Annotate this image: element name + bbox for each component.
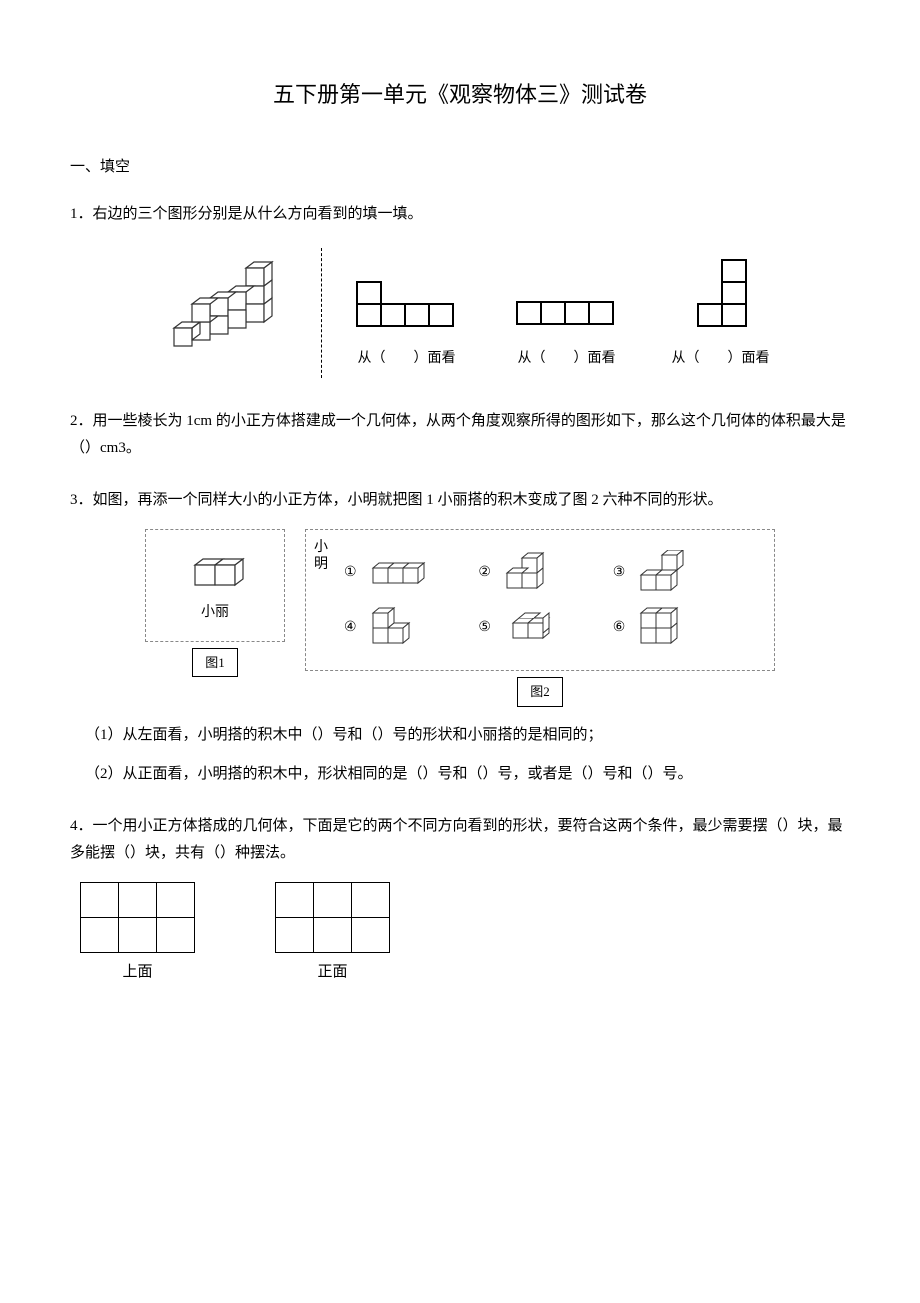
q1-view2-svg	[512, 296, 622, 331]
q4-text: 4．一个用小正方体搭成的几何体，下面是它的两个不同方向看到的形状，要符合这两个条…	[70, 813, 850, 867]
shape-3	[631, 550, 701, 595]
name-xiaoming: 小 明	[314, 540, 328, 574]
q2-text: 2．用一些棱长为 1cm 的小正方体搭建成一个几何体，从两个角度观察所得的图形如…	[70, 408, 850, 462]
name-xiaoli: 小丽	[201, 600, 229, 625]
page-title: 五下册第一单元《观察物体三》测试卷	[70, 75, 850, 115]
shape-1	[363, 553, 443, 593]
num-4: ④	[344, 615, 357, 640]
question-3: 3．如图，再添一个同样大小的小正方体，小明就把图 1 小丽搭的积木变成了图 2 …	[70, 487, 850, 787]
q4-top-view: 上面	[80, 882, 195, 986]
q1-3d-shape	[151, 258, 291, 368]
q1-caption-2: 从（ ）面看	[518, 346, 616, 371]
shape-5	[497, 605, 567, 650]
q1-caption-1: 从（ ）面看	[358, 346, 456, 371]
q4-top-grid	[80, 882, 195, 953]
q4-front-view: 正面	[275, 882, 390, 986]
num-3: ③	[613, 560, 626, 585]
question-1: 1．右边的三个图形分别是从什么方向看到的填一填。	[70, 201, 850, 378]
q3-xiaoli-shape	[175, 545, 255, 600]
q4-cap-front: 正面	[317, 959, 347, 986]
question-2: 2．用一些棱长为 1cm 的小正方体搭建成一个几何体，从两个角度观察所得的图形如…	[70, 408, 850, 462]
q1-view3-svg	[686, 256, 756, 331]
q3-right-box: 小 明 ① ② ③ ④	[305, 529, 775, 671]
divider	[321, 248, 322, 378]
section-header: 一、填空	[70, 154, 850, 181]
q1-figure: 从（ ）面看 从（ ）面看	[70, 248, 850, 378]
q1-view-1: 从（ ）面看	[352, 276, 462, 371]
num-5: ⑤	[478, 615, 491, 640]
q1-view-3: 从（ ）面看	[672, 256, 770, 371]
shape-4	[363, 605, 433, 650]
q3-figure: 小丽 图1 小 明 ① ② ③	[70, 529, 850, 706]
q4-front-grid	[275, 882, 390, 953]
question-4: 4．一个用小正方体搭成的几何体，下面是它的两个不同方向看到的形状，要符合这两个条…	[70, 813, 850, 986]
q1-text: 1．右边的三个图形分别是从什么方向看到的填一填。	[70, 201, 850, 228]
q4-views: 上面 正面	[70, 882, 850, 986]
q1-view1-svg	[352, 276, 462, 331]
q3-left-box: 小丽	[145, 529, 285, 641]
num-1: ①	[344, 560, 357, 585]
q3-sub2: （2）从正面看，小明搭的积木中，形状相同的是（）号和（）号，或者是（）号和（）号…	[70, 761, 850, 788]
num-6: ⑥	[613, 615, 626, 640]
q1-view-2: 从（ ）面看	[512, 296, 622, 371]
num-2: ②	[478, 560, 491, 585]
q3-cap1: 图1	[192, 648, 238, 677]
q3-text: 3．如图，再添一个同样大小的小正方体，小明就把图 1 小丽搭的积木变成了图 2 …	[70, 487, 850, 514]
shape-2	[497, 550, 567, 595]
q1-caption-3: 从（ ）面看	[672, 346, 770, 371]
q3-cap2: 图2	[517, 677, 563, 706]
q4-cap-top: 上面	[122, 959, 152, 986]
shape-6	[631, 605, 701, 650]
q3-sub1: （1）从左面看，小明搭的积木中（）号和（）号的形状和小丽搭的是相同的；	[70, 722, 850, 749]
